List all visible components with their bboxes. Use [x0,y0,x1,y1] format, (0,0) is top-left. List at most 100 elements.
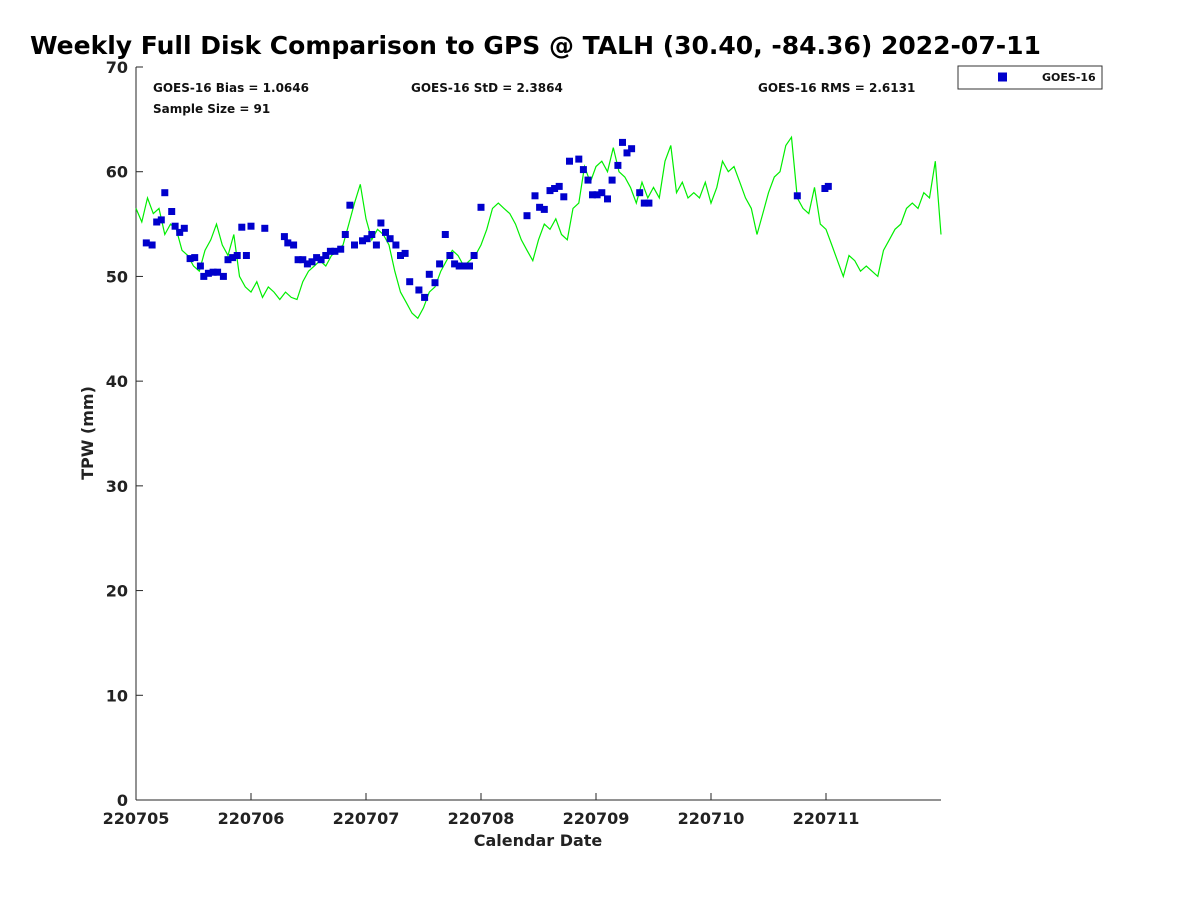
goes16-data-point [593,191,601,199]
y-tick-label: 50 [106,267,128,286]
goes16-data-point [460,262,468,270]
goes16-data-point [392,241,400,249]
goes16-data-point [589,191,596,199]
goes16-data-point [299,256,307,264]
goes16-data-point [628,145,636,153]
goes16-data-point [153,218,161,226]
goes16-data-point [406,278,414,286]
legend-marker-goes16 [998,72,1007,82]
goes16-data-point [793,192,801,200]
y-tick-label: 70 [106,58,128,77]
goes16-data-point [168,208,176,215]
goes16-data-point [415,286,423,294]
goes16-data-point [466,262,473,270]
goes16-data-point [640,199,648,207]
y-tick-label: 30 [106,477,128,496]
goes16-data-point [584,176,592,184]
goes16-data-point [200,272,208,280]
goes16-data-point [431,279,439,287]
goes16-data-point [284,239,292,247]
goes16-data-point [196,262,204,270]
goes16-data-point [363,235,371,243]
goes16-data-point [331,247,339,255]
legend-box [957,65,1103,90]
goes16-data-point [204,269,212,277]
x-axis-ticks: 220705 220706 220707 220708 220709 220710 2207… [103,793,860,828]
goes16-data-point [397,252,404,259]
goes16-data-point [157,216,165,224]
goes16-data-point [308,258,316,266]
goes16-data-point [645,199,653,207]
goes16-data-point [451,260,459,268]
bias-stat: GOES-16 Bias = 1.0646 [153,81,309,95]
goes16-data-point [604,195,611,203]
goes16-data-point [290,241,298,249]
goes16-data-point [229,254,237,262]
goes16-data-point [546,187,554,195]
goes16-data-point [359,237,366,245]
series-layer [135,135,942,320]
goes16-data-point [619,138,626,146]
x-tick-label: 220705 [103,809,170,828]
goes16-data-point [294,256,302,264]
x-axis-title: Calendar Date [474,831,603,850]
goes16-data-point [536,203,544,211]
goes16-data-point [337,245,345,253]
goes16-data-point [531,192,539,200]
goes16-data-point [382,228,389,236]
plot-area [135,67,941,801]
goes16-data-point [425,270,433,278]
sample-size-stat: Sample Size = 91 [153,102,270,116]
goes16-data-point [317,256,325,264]
goes16-data-point [579,166,587,174]
goes16-data-point [372,241,380,249]
goes16-data-point [209,268,217,276]
goes16-data-point [575,155,583,163]
goes16-data-point [636,189,644,197]
goes16-data-point [341,231,349,238]
legend: GOES-16 [957,65,1103,90]
y-tick-label: 10 [106,686,128,705]
x-tick-label: 220707 [333,809,400,828]
goes16-data-point [219,272,227,280]
goes16-data-point [303,260,311,268]
x-tick-label: 220706 [218,809,285,828]
chart-title: Weekly Full Disk Comparison to GPS @ TAL… [30,31,1041,60]
goes16-data-point [242,252,250,259]
y-tick-label: 60 [106,163,128,182]
goes16-data-point [551,185,559,192]
goes16-data-point [176,228,184,236]
goes16-data-point [441,231,449,238]
goes16-data-point [280,233,288,241]
goes16-data-point [368,231,376,238]
goes16-data-point [326,247,334,255]
rms-stat: GOES-16 RMS = 2.6131 [758,81,915,95]
goes16-data-point [608,176,616,184]
goes16-data-point [401,249,409,257]
x-tick-label: 220711 [793,809,860,828]
std-stat: GOES-16 StD = 2.3864 [411,81,563,95]
goes16-data-point [351,241,358,249]
gps-tpw-line [135,135,942,320]
y-tick-label: 20 [106,582,128,601]
goes16-data-point [824,182,832,190]
goes16-data-point [313,254,321,262]
y-axis-ticks: 0 10 20 30 40 50 60 70 [106,58,143,810]
goes16-data-point [560,193,568,201]
goes16-data-point [523,212,531,220]
x-tick-label: 220710 [678,809,745,828]
goes16-data-point [455,262,463,270]
y-tick-label: 40 [106,372,128,391]
goes16-data-point [161,189,169,197]
goes16-data-point [142,239,150,247]
goes16-data-point [436,260,444,268]
y-tick-label: 0 [117,791,128,810]
goes16-data-point [555,182,563,190]
goes16-data-point [566,157,573,165]
goes16-data-point [171,222,179,230]
x-tick-label: 220709 [563,809,630,828]
goes16-data-point [238,223,246,231]
goes16-data-point [598,189,606,197]
goes16-data-point [214,268,222,276]
